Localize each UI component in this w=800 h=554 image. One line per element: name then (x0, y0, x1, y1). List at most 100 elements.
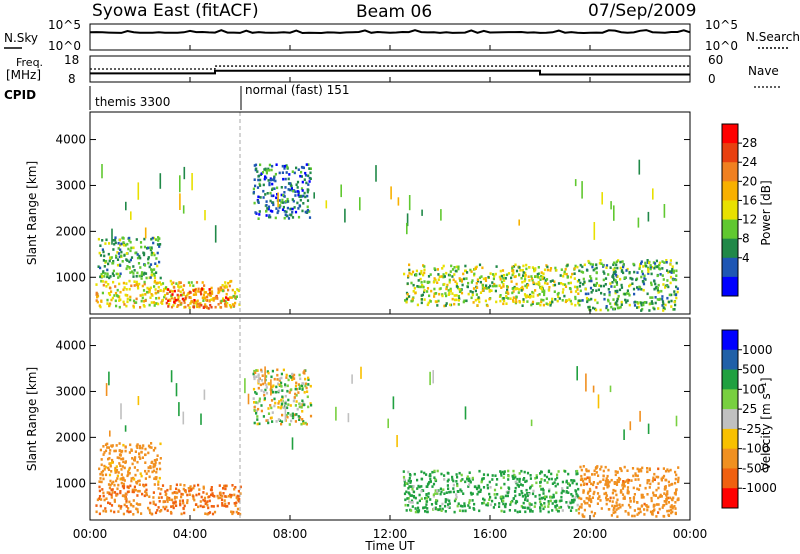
colorbar-segment (722, 200, 738, 221)
data-pixel (600, 262, 603, 265)
data-pixel (269, 215, 272, 219)
data-pixel (441, 267, 444, 270)
data-pixel (147, 261, 150, 265)
data-pixel (159, 510, 162, 513)
data-pixel (658, 267, 661, 270)
data-pixel (161, 302, 164, 305)
data-pixel (500, 280, 504, 284)
data-pixel (155, 291, 158, 295)
data-pixel (531, 510, 534, 513)
data-pixel (661, 297, 664, 301)
data-pixel (422, 264, 425, 267)
data-pixel (591, 289, 594, 292)
data-pixel (451, 297, 454, 301)
data-pixel (115, 256, 118, 259)
data-pixel (117, 252, 121, 255)
data-pixel (612, 307, 615, 311)
data-pixel (498, 275, 501, 279)
data-pixel (298, 384, 301, 388)
data-pixel (189, 486, 192, 490)
data-pixel (514, 486, 517, 490)
data-pixel (225, 296, 228, 299)
data-pixel (441, 294, 444, 298)
data-pixel (306, 395, 309, 399)
data-pixel (123, 479, 126, 482)
data-pixel (543, 268, 547, 272)
data-pixel (457, 294, 460, 298)
data-pixel (524, 493, 527, 497)
data-pixel (649, 265, 652, 269)
data-pixel (226, 505, 229, 508)
data-pixel (307, 405, 310, 409)
data-pixel (201, 296, 204, 300)
data-pixel (210, 290, 214, 293)
data-pixel (287, 378, 290, 382)
data-pixel (446, 283, 449, 287)
data-pixel (457, 299, 460, 302)
data-pixel (626, 486, 630, 489)
data-pixel (493, 282, 496, 286)
data-pixel (525, 286, 528, 289)
data-pixel (489, 503, 492, 507)
data-pixel (476, 297, 479, 301)
data-pixel (597, 474, 600, 477)
data-pixel (546, 282, 549, 285)
data-pixel (284, 394, 287, 398)
data-pixel (559, 499, 562, 503)
data-pixel (640, 288, 643, 291)
data-pixel (455, 480, 458, 483)
data-pixel (523, 293, 527, 296)
data-pixel (258, 213, 261, 216)
data-pixel (668, 509, 671, 513)
data-pixel (254, 163, 258, 167)
data-pixel (159, 243, 162, 246)
data-pixel (639, 468, 642, 471)
data-pixel (599, 499, 602, 502)
nsearch-label: N.Search (746, 30, 800, 44)
data-pixel (130, 448, 133, 451)
data-pixel (665, 493, 668, 497)
data-pixel (110, 504, 114, 507)
data-pixel (570, 302, 573, 306)
data-pixel (616, 498, 619, 502)
data-pixel (534, 477, 537, 480)
data-pixel (539, 481, 542, 484)
data-pixel (605, 264, 609, 267)
data-pixel (614, 272, 617, 275)
colorbar-segment (722, 181, 738, 201)
data-pixel (568, 506, 571, 509)
data-pixel (620, 490, 623, 494)
data-pixel (528, 266, 531, 269)
data-pixel (224, 487, 227, 491)
nsky-line (89, 29, 691, 35)
data-pixel (256, 170, 259, 173)
data-pixel (489, 486, 492, 489)
data-pixel (471, 499, 474, 502)
data-pixel (100, 300, 103, 303)
data-pixel (600, 507, 603, 510)
data-pixel (115, 272, 118, 276)
data-pixel (116, 477, 119, 480)
data-pixel (647, 272, 650, 275)
data-pixel (297, 215, 301, 219)
data-pixel (171, 290, 174, 293)
data-streak (639, 410, 641, 422)
data-pixel (543, 497, 546, 501)
data-pixel (612, 488, 615, 492)
data-pixel (256, 186, 260, 189)
data-pixel (447, 505, 450, 509)
data-pixel (533, 505, 536, 508)
data-pixel (103, 265, 106, 268)
data-pixel (165, 492, 168, 496)
data-pixel (104, 473, 108, 477)
data-pixel (655, 475, 658, 479)
data-pixel (161, 282, 165, 285)
data-pixel (211, 292, 214, 295)
data-pixel (126, 509, 129, 513)
colorbar-frame (721, 123, 739, 297)
data-pixel (190, 281, 193, 284)
data-streak (270, 379, 272, 396)
data-pixel (668, 293, 671, 297)
data-pixel (208, 288, 211, 291)
data-pixel (188, 489, 191, 493)
